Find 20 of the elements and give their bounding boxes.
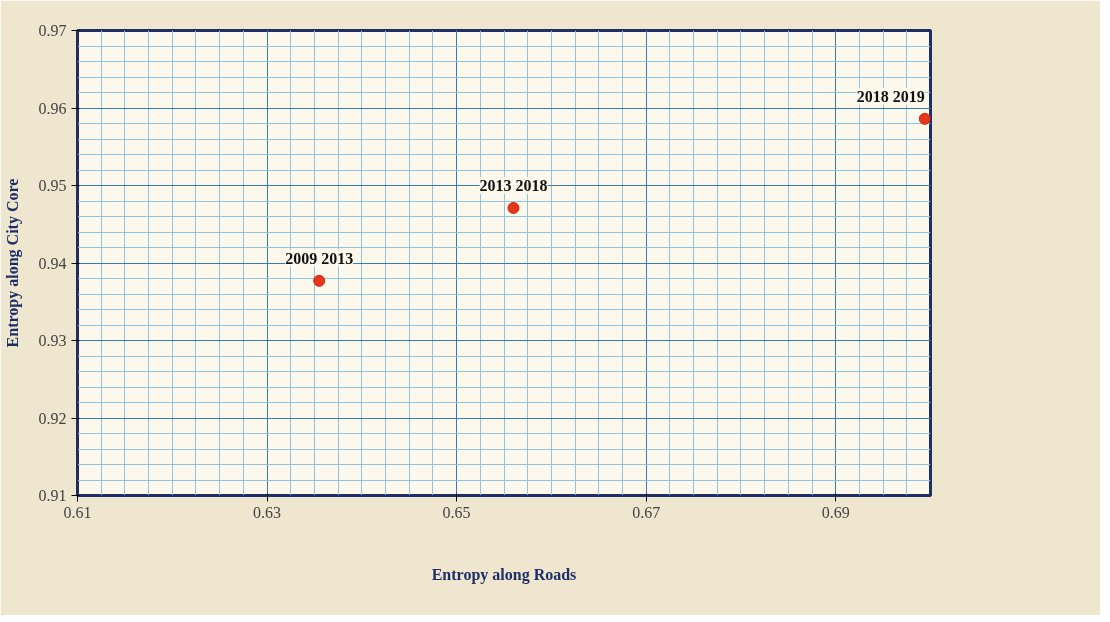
point [313,274,326,287]
y-tick-label: 0.97 [38,22,67,39]
y-tick-label: 0.93 [38,332,67,349]
x-tick-label: 0.63 [253,503,282,521]
annotation: 2013 2018 [479,176,548,194]
x-axis-title: Entropy along Roads [431,565,577,584]
annotation: 2009 2013 [285,249,354,267]
y-tick-label: 0.92 [38,409,67,427]
annotation: 2018 2019 [856,87,925,105]
y-tick-label: 0.91 [38,487,67,504]
point [918,112,931,125]
x-tick-label: 0.69 [821,503,850,521]
y-tick-label: 0.94 [38,254,67,272]
point [507,201,520,214]
x-tick-label: 0.61 [63,503,92,521]
y-axis-title: Entropy along City Core [3,178,22,348]
y-tick-label: 0.95 [38,177,67,194]
x-tick-label: 0.65 [442,503,471,521]
x-tick-label: 0.67 [632,503,661,521]
y-tick-label: 0.96 [38,99,67,117]
